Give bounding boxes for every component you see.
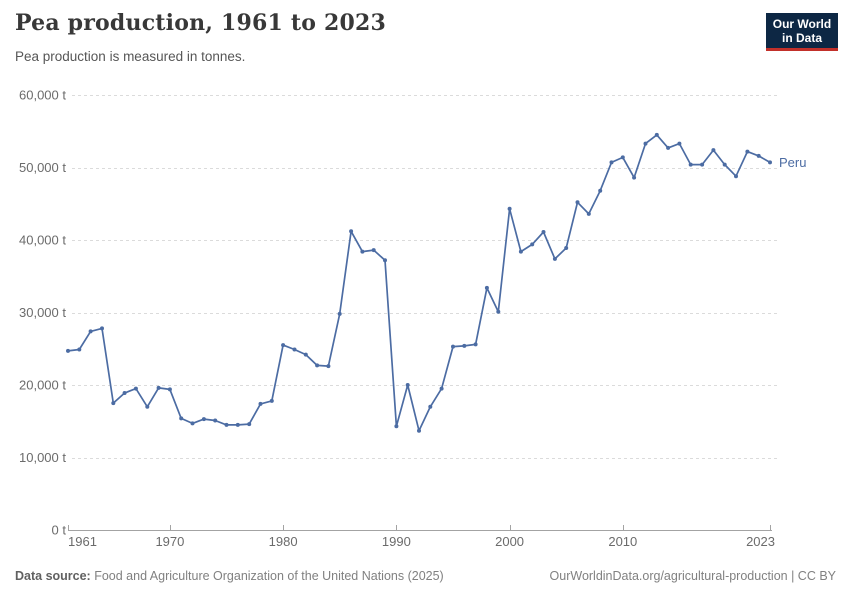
- data-point[interactable]: [484, 285, 489, 290]
- data-point[interactable]: [417, 428, 421, 433]
- data-point[interactable]: [122, 391, 127, 395]
- data-point[interactable]: [303, 352, 308, 357]
- data-point[interactable]: [213, 418, 218, 423]
- data-point[interactable]: [598, 188, 603, 193]
- data-point[interactable]: [496, 309, 501, 314]
- data-point[interactable]: [133, 386, 138, 391]
- data-point[interactable]: [756, 153, 761, 158]
- data-point[interactable]: [235, 422, 240, 427]
- data-point[interactable]: [428, 404, 433, 409]
- data-point[interactable]: [768, 160, 772, 165]
- y-tick-label: 0 t: [52, 523, 67, 538]
- data-point[interactable]: [66, 348, 70, 353]
- data-point[interactable]: [269, 398, 274, 403]
- x-tick-label: 1970: [155, 534, 184, 549]
- y-tick-label: 60,000 t: [19, 88, 66, 103]
- data-point[interactable]: [564, 246, 569, 250]
- owid-logo: Our World in Data: [766, 13, 838, 51]
- data-point[interactable]: [734, 174, 738, 179]
- data-point[interactable]: [337, 311, 342, 316]
- data-point[interactable]: [462, 343, 467, 348]
- data-point[interactable]: [473, 342, 478, 347]
- page-title: Pea production, 1961 to 2023: [15, 10, 387, 36]
- owid-url-link[interactable]: OurWorldinData.org/agricultural-producti…: [549, 569, 836, 583]
- owid-logo-line1: Our World: [772, 17, 832, 31]
- chart-footer: Data source: Food and Agriculture Organi…: [15, 569, 836, 583]
- x-tick-label: 1990: [382, 534, 411, 549]
- y-tick-label: 40,000 t: [19, 233, 66, 248]
- data-source-text: Food and Agriculture Organization of the…: [90, 569, 444, 583]
- data-point[interactable]: [77, 347, 82, 352]
- data-point[interactable]: [156, 385, 161, 390]
- data-point[interactable]: [394, 424, 399, 429]
- data-source-label: Data source:: [15, 569, 91, 583]
- data-point[interactable]: [575, 200, 580, 205]
- x-tick-label: 2010: [608, 534, 637, 549]
- data-point[interactable]: [371, 248, 376, 253]
- data-point[interactable]: [405, 383, 410, 387]
- y-tick-label: 20,000 t: [19, 378, 66, 393]
- data-point[interactable]: [541, 230, 546, 234]
- y-tick-label: 30,000 t: [19, 305, 66, 320]
- data-point[interactable]: [518, 249, 523, 254]
- y-tick-label: 10,000 t: [19, 450, 66, 465]
- data-point[interactable]: [201, 417, 206, 422]
- owid-logo-line2: in Data: [781, 31, 822, 45]
- data-point[interactable]: [530, 242, 535, 247]
- x-tick-label: 2000: [495, 534, 524, 549]
- data-point[interactable]: [247, 422, 252, 427]
- data-point[interactable]: [145, 404, 150, 409]
- data-point[interactable]: [292, 347, 297, 352]
- data-point[interactable]: [654, 132, 659, 137]
- data-point[interactable]: [315, 363, 320, 368]
- series-end-label[interactable]: Peru: [779, 155, 806, 170]
- data-point[interactable]: [88, 329, 93, 334]
- data-point[interactable]: [258, 401, 263, 406]
- data-source-note: Data source: Food and Agriculture Organi…: [15, 569, 444, 583]
- data-point[interactable]: [167, 387, 172, 392]
- data-point[interactable]: [677, 141, 682, 146]
- data-point[interactable]: [360, 249, 365, 254]
- data-point[interactable]: [179, 416, 184, 421]
- data-point[interactable]: [224, 422, 229, 427]
- data-line-peru[interactable]: [67, 134, 771, 432]
- data-point[interactable]: [439, 386, 444, 391]
- data-point[interactable]: [722, 162, 727, 167]
- data-point[interactable]: [100, 326, 104, 331]
- data-point[interactable]: [620, 155, 625, 160]
- data-point[interactable]: [111, 401, 116, 406]
- data-point[interactable]: [700, 162, 705, 167]
- data-point[interactable]: [326, 364, 331, 369]
- data-point[interactable]: [586, 211, 591, 216]
- data-point[interactable]: [688, 162, 693, 167]
- y-tick-label: 50,000 t: [19, 160, 66, 175]
- data-point[interactable]: [507, 206, 512, 211]
- chart-subtitle: Pea production is measured in tonnes.: [15, 49, 246, 64]
- data-point[interactable]: [190, 421, 195, 426]
- data-point[interactable]: [349, 229, 354, 234]
- data-point[interactable]: [552, 256, 557, 261]
- data-point[interactable]: [383, 258, 387, 263]
- x-tick-label: 2023: [746, 534, 775, 549]
- data-point[interactable]: [643, 141, 648, 146]
- data-point[interactable]: [451, 344, 455, 349]
- data-point[interactable]: [666, 145, 671, 150]
- data-point[interactable]: [745, 149, 750, 154]
- data-point[interactable]: [609, 160, 614, 165]
- x-tick-label: 1980: [269, 534, 298, 549]
- data-point[interactable]: [281, 343, 286, 348]
- data-point[interactable]: [711, 148, 716, 153]
- x-tick-label: 1961: [68, 534, 97, 549]
- data-point[interactable]: [632, 175, 637, 180]
